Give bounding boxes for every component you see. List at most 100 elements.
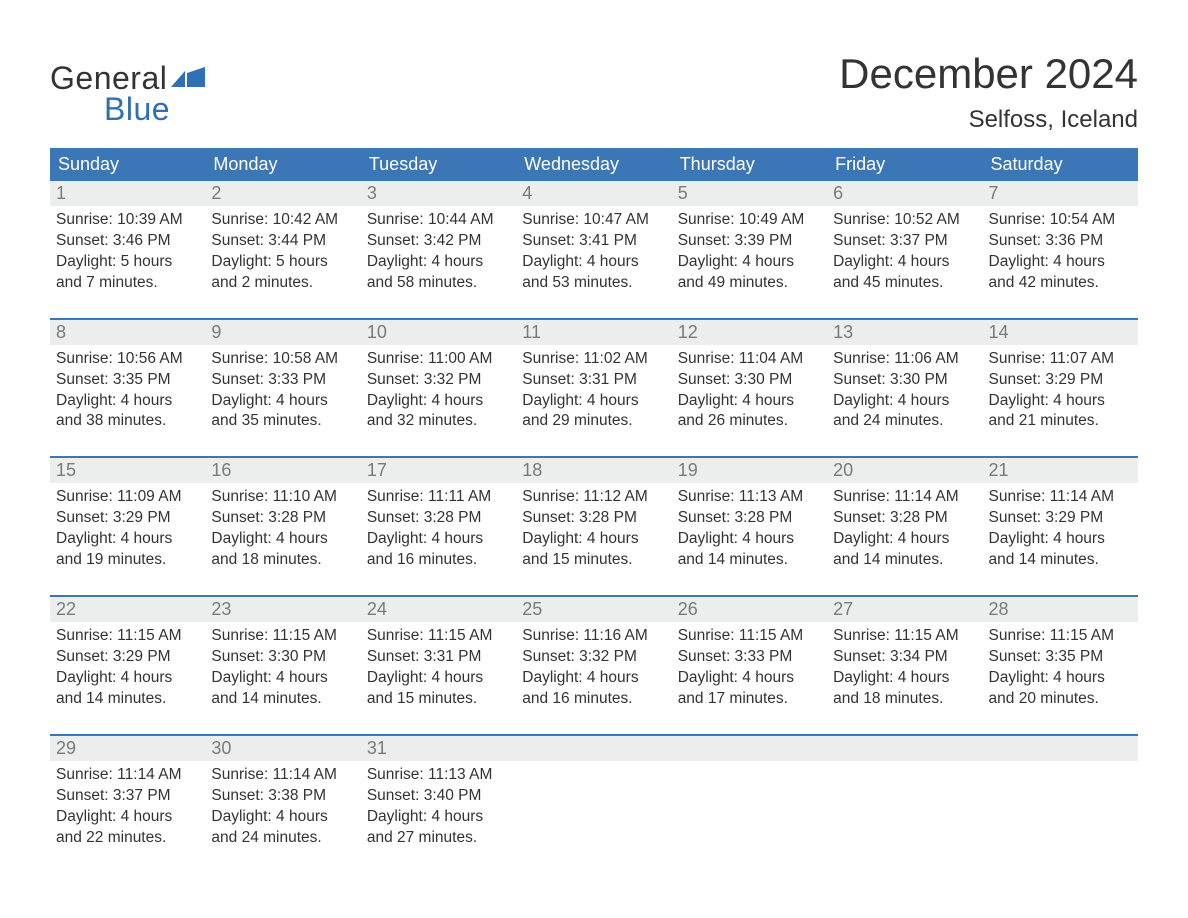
day-number <box>983 736 1138 761</box>
day-sunrise: Sunrise: 11:16 AM <box>522 626 665 647</box>
day-cell: Sunrise: 11:14 AMSunset: 3:29 PMDaylight… <box>983 483 1138 595</box>
day-number: 10 <box>361 320 516 345</box>
day-d2: and 18 minutes. <box>211 550 354 571</box>
day-d2: and 27 minutes. <box>367 828 510 849</box>
day-d1: Daylight: 4 hours <box>989 252 1132 273</box>
day-sunset: Sunset: 3:28 PM <box>678 508 821 529</box>
day-cell: Sunrise: 11:13 AMSunset: 3:40 PMDaylight… <box>361 761 516 873</box>
day-number: 28 <box>983 597 1138 622</box>
day-number: 2 <box>205 181 360 206</box>
day-body-row: Sunrise: 10:39 AMSunset: 3:46 PMDaylight… <box>50 206 1138 318</box>
day-sunset: Sunset: 3:39 PM <box>678 231 821 252</box>
day-sunrise: Sunrise: 11:09 AM <box>56 487 199 508</box>
day-d1: Daylight: 4 hours <box>211 807 354 828</box>
day-number: 22 <box>50 597 205 622</box>
day-sunset: Sunset: 3:30 PM <box>678 370 821 391</box>
weekday-monday: Monday <box>205 148 360 181</box>
day-d1: Daylight: 4 hours <box>367 807 510 828</box>
day-number: 24 <box>361 597 516 622</box>
day-body-row: Sunrise: 11:09 AMSunset: 3:29 PMDaylight… <box>50 483 1138 595</box>
day-d1: Daylight: 4 hours <box>367 391 510 412</box>
day-sunset: Sunset: 3:42 PM <box>367 231 510 252</box>
page: General Blue December 2024 Selfoss, Icel… <box>0 0 1188 918</box>
weeks-container: 1234567Sunrise: 10:39 AMSunset: 3:46 PMD… <box>50 181 1138 872</box>
day-d2: and 32 minutes. <box>367 411 510 432</box>
day-number: 31 <box>361 736 516 761</box>
day-cell: Sunrise: 10:44 AMSunset: 3:42 PMDaylight… <box>361 206 516 318</box>
day-number: 25 <box>516 597 671 622</box>
day-number: 20 <box>827 458 982 483</box>
day-sunrise: Sunrise: 11:14 AM <box>211 765 354 786</box>
day-d1: Daylight: 4 hours <box>522 529 665 550</box>
day-sunset: Sunset: 3:29 PM <box>989 508 1132 529</box>
day-number: 11 <box>516 320 671 345</box>
day-d2: and 14 minutes. <box>678 550 821 571</box>
day-number: 5 <box>672 181 827 206</box>
day-d2: and 16 minutes. <box>522 689 665 710</box>
day-sunset: Sunset: 3:37 PM <box>56 786 199 807</box>
day-number-row: 293031 <box>50 736 1138 761</box>
day-sunrise: Sunrise: 11:15 AM <box>211 626 354 647</box>
day-d1: Daylight: 4 hours <box>522 391 665 412</box>
day-cell: Sunrise: 10:39 AMSunset: 3:46 PMDaylight… <box>50 206 205 318</box>
day-sunrise: Sunrise: 10:47 AM <box>522 210 665 231</box>
day-cell <box>827 761 982 873</box>
day-d2: and 45 minutes. <box>833 273 976 294</box>
day-cell: Sunrise: 11:07 AMSunset: 3:29 PMDaylight… <box>983 345 1138 457</box>
day-sunset: Sunset: 3:40 PM <box>367 786 510 807</box>
day-number: 8 <box>50 320 205 345</box>
flag-icon <box>171 65 205 92</box>
day-number <box>827 736 982 761</box>
day-cell: Sunrise: 11:14 AMSunset: 3:37 PMDaylight… <box>50 761 205 873</box>
day-number: 30 <box>205 736 360 761</box>
day-d2: and 26 minutes. <box>678 411 821 432</box>
day-d2: and 7 minutes. <box>56 273 199 294</box>
day-sunset: Sunset: 3:28 PM <box>833 508 976 529</box>
day-number: 23 <box>205 597 360 622</box>
day-number: 16 <box>205 458 360 483</box>
day-cell: Sunrise: 11:16 AMSunset: 3:32 PMDaylight… <box>516 622 671 734</box>
day-cell: Sunrise: 10:56 AMSunset: 3:35 PMDaylight… <box>50 345 205 457</box>
day-d2: and 16 minutes. <box>367 550 510 571</box>
day-cell: Sunrise: 10:54 AMSunset: 3:36 PMDaylight… <box>983 206 1138 318</box>
day-cell <box>516 761 671 873</box>
day-d2: and 58 minutes. <box>367 273 510 294</box>
day-d1: Daylight: 4 hours <box>833 529 976 550</box>
day-d2: and 42 minutes. <box>989 273 1132 294</box>
day-d1: Daylight: 4 hours <box>211 529 354 550</box>
day-number: 21 <box>983 458 1138 483</box>
day-number: 15 <box>50 458 205 483</box>
day-d1: Daylight: 4 hours <box>678 391 821 412</box>
day-d2: and 29 minutes. <box>522 411 665 432</box>
day-number <box>516 736 671 761</box>
day-d1: Daylight: 4 hours <box>989 391 1132 412</box>
day-sunset: Sunset: 3:29 PM <box>56 508 199 529</box>
day-d1: Daylight: 5 hours <box>56 252 199 273</box>
day-number <box>672 736 827 761</box>
day-number: 6 <box>827 181 982 206</box>
day-d1: Daylight: 4 hours <box>833 252 976 273</box>
day-d2: and 24 minutes. <box>211 828 354 849</box>
weekday-friday: Friday <box>827 148 982 181</box>
weekday-header-row: Sunday Monday Tuesday Wednesday Thursday… <box>50 148 1138 181</box>
day-number: 13 <box>827 320 982 345</box>
day-cell: Sunrise: 11:02 AMSunset: 3:31 PMDaylight… <box>516 345 671 457</box>
day-sunrise: Sunrise: 11:13 AM <box>678 487 821 508</box>
week-block: 293031Sunrise: 11:14 AMSunset: 3:37 PMDa… <box>50 734 1138 873</box>
weekday-wednesday: Wednesday <box>516 148 671 181</box>
weekday-thursday: Thursday <box>672 148 827 181</box>
day-sunrise: Sunrise: 11:15 AM <box>678 626 821 647</box>
day-sunset: Sunset: 3:35 PM <box>56 370 199 391</box>
day-cell: Sunrise: 10:49 AMSunset: 3:39 PMDaylight… <box>672 206 827 318</box>
weekday-tuesday: Tuesday <box>361 148 516 181</box>
day-d2: and 53 minutes. <box>522 273 665 294</box>
day-sunset: Sunset: 3:32 PM <box>367 370 510 391</box>
day-sunset: Sunset: 3:41 PM <box>522 231 665 252</box>
day-body-row: Sunrise: 11:15 AMSunset: 3:29 PMDaylight… <box>50 622 1138 734</box>
day-d2: and 14 minutes. <box>211 689 354 710</box>
day-d2: and 18 minutes. <box>833 689 976 710</box>
week-block: 891011121314Sunrise: 10:56 AMSunset: 3:3… <box>50 318 1138 457</box>
day-sunset: Sunset: 3:33 PM <box>211 370 354 391</box>
day-sunrise: Sunrise: 11:06 AM <box>833 349 976 370</box>
day-number-row: 22232425262728 <box>50 597 1138 622</box>
